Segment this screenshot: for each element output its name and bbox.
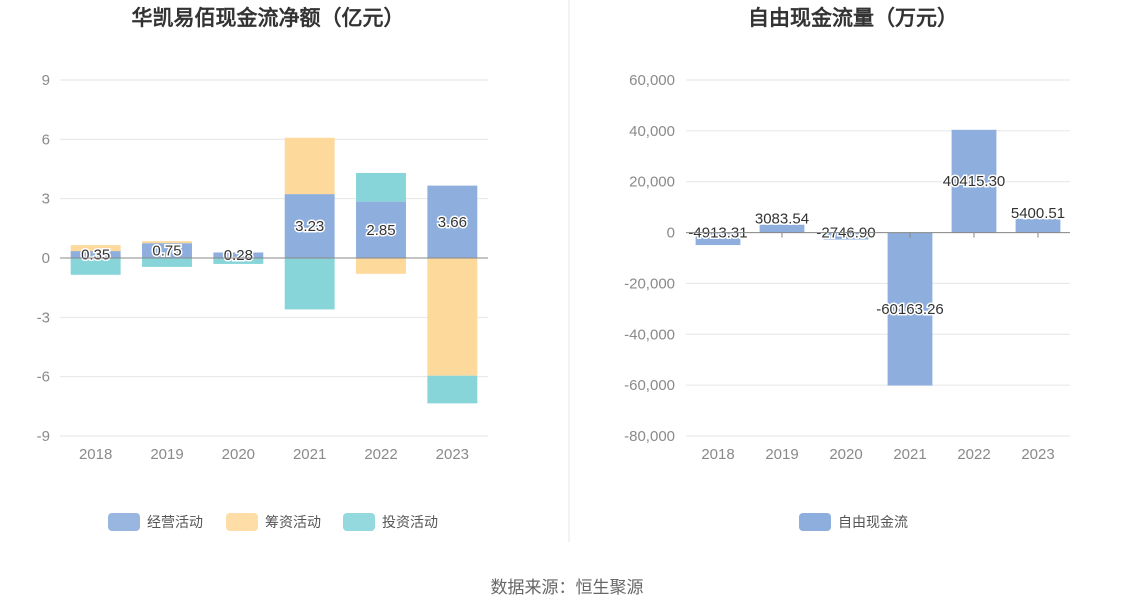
y-tick-label: 0 <box>667 225 675 242</box>
legend-label: 投资活动 <box>382 514 438 530</box>
data-label: 5400.51 <box>1011 205 1065 222</box>
legend-swatch <box>343 513 375 531</box>
data-label: 3083.54 <box>755 211 809 228</box>
x-tick-label: 2019 <box>150 446 183 463</box>
free-cash-flow-chart: 自由现金流量（万元） 60,000 40,000 20,000 0 -20,000 -40,… <box>624 6 1070 531</box>
legend-swatch <box>108 513 140 531</box>
bar-segment <box>213 252 264 258</box>
data-label: 0.28 <box>224 247 253 264</box>
data-label: 40415.30 <box>943 173 1006 190</box>
cash-flow-net-chart: 华凯易佰现金流净额（亿元） 9 6 3 0 -3 -6 -9 2018 0.35 2019 0.75 2… <box>37 6 488 531</box>
y-tick-label: 60,000 <box>629 72 675 89</box>
y-tick-label: 20,000 <box>629 174 675 191</box>
legend-label: 自由现金流 <box>838 514 908 530</box>
bar-segment <box>284 137 335 195</box>
x-tick-label: 2018 <box>79 446 112 463</box>
y-tick-label: -20,000 <box>624 275 675 292</box>
data-label: 2.85 <box>366 222 395 239</box>
y-tick-label: -80,000 <box>624 428 675 445</box>
x-tick-label: 2023 <box>436 446 469 463</box>
y-tick-label: -6 <box>37 369 50 386</box>
bar-segment <box>356 201 406 258</box>
bar <box>1015 218 1061 233</box>
bar-segment <box>427 185 478 258</box>
y-tick-label: 3 <box>42 191 50 208</box>
bar-segment <box>70 245 121 252</box>
bar-segment <box>356 172 406 202</box>
y-tick-label: 40,000 <box>629 123 675 140</box>
bar-segment <box>356 258 406 274</box>
legend-label: 筹资活动 <box>265 514 321 530</box>
bar-segment <box>70 251 121 258</box>
bar <box>951 129 997 233</box>
data-label: 3.66 <box>438 214 467 231</box>
data-source: 数据来源：恒生聚源 <box>490 578 644 597</box>
x-tick-label: 2022 <box>957 446 990 463</box>
bar-segment <box>142 243 192 258</box>
x-tick-label: 2021 <box>293 446 326 463</box>
bar <box>759 224 805 233</box>
legend-swatch <box>799 513 831 531</box>
y-tick-label: -40,000 <box>624 326 675 343</box>
bar <box>695 232 741 246</box>
bar-segment <box>427 258 478 376</box>
charts-svg: 华凯易佰现金流净额（亿元） 9 6 3 0 -3 -6 -9 2018 0.35 2019 0.75 2… <box>37 0 1070 542</box>
data-label: 3.23 <box>295 218 324 235</box>
x-tick-label: 2022 <box>364 446 397 463</box>
bar-segment <box>284 258 335 310</box>
bar-segment <box>213 258 264 264</box>
y-tick-label: -60,000 <box>624 377 675 394</box>
bar-segment <box>284 194 335 258</box>
chart-title: 华凯易佰现金流净额（亿元） <box>132 6 405 30</box>
data-label: 0.35 <box>81 247 110 264</box>
x-tick-label: 2020 <box>222 446 255 463</box>
bar-segment <box>142 258 192 267</box>
x-tick-label: 2021 <box>893 446 926 463</box>
x-tick-label: 2020 <box>829 446 862 463</box>
chart-title: 自由现金流量（万元） <box>748 6 958 30</box>
x-tick-label: 2023 <box>1021 446 1054 463</box>
bar <box>887 232 933 386</box>
y-tick-label: -9 <box>37 428 50 445</box>
y-tick-label: 0 <box>42 250 50 267</box>
x-tick-label: 2018 <box>701 446 734 463</box>
y-tick-label: 6 <box>42 131 50 148</box>
legend-label: 经营活动 <box>147 514 203 530</box>
y-tick-label: 9 <box>42 72 50 89</box>
legend-swatch <box>226 513 258 531</box>
bar-segment <box>70 258 121 275</box>
data-label: -60163.26 <box>876 301 944 318</box>
x-tick-label: 2019 <box>765 446 798 463</box>
data-label: 0.75 <box>152 243 181 260</box>
y-tick-label: -3 <box>37 309 50 326</box>
bar-segment <box>142 241 192 244</box>
bar-segment <box>427 375 478 404</box>
